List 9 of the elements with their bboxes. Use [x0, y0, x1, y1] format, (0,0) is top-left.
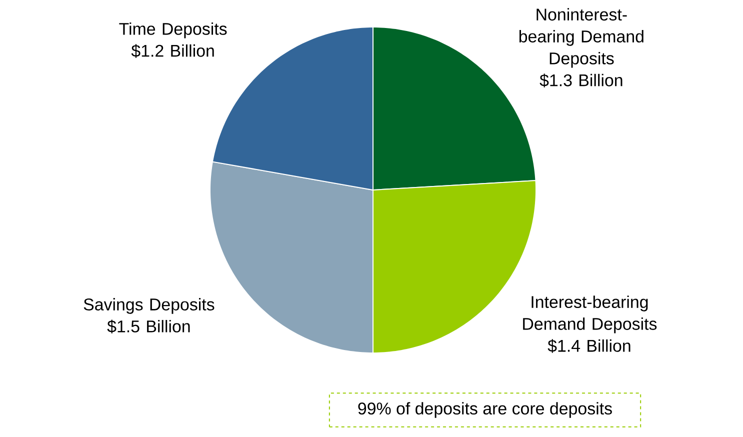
slice-label: Noninterest-bearing Demand Deposits: [519, 8, 644, 68]
data-label: $1.2 Billion: [131, 44, 214, 58]
slice-label: Interest-bearing Demand Deposits: [523, 296, 657, 334]
slice-label: Savings Deposits: [84, 298, 214, 314]
slice-label: Time Deposits: [119, 22, 227, 38]
data-label: $1.3 Billion: [540, 74, 622, 88]
data-label: $1.5 Billion: [107, 320, 190, 334]
text: 99% of deposits are core deposits: [358, 402, 612, 418]
data-label: $1.4 Billion: [548, 339, 630, 353]
